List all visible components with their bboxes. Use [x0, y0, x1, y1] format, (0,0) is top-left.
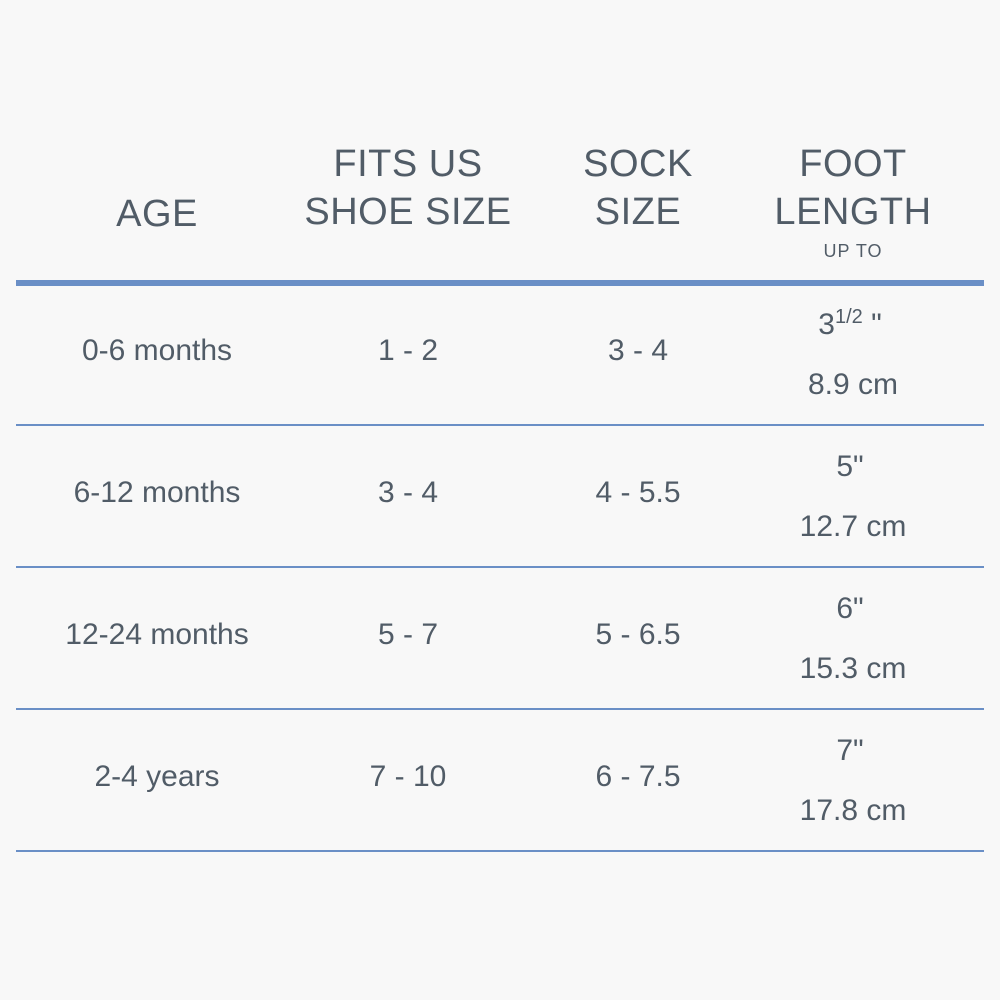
cell-sock-size: 4 - 5.5: [595, 476, 681, 509]
header-age-line: AGE: [116, 193, 198, 235]
header-divider: [16, 280, 984, 286]
cell-foot-cm: 17.8 cm: [799, 794, 907, 827]
cell-shoe-size: 5 - 7: [377, 618, 439, 651]
cell-age: 0-6 months: [81, 334, 233, 367]
cell-foot-inches: 5": [836, 450, 863, 484]
inch-mark: ": [853, 734, 864, 767]
row-divider: [16, 850, 984, 852]
cell-shoe-size: 3 - 4: [377, 476, 439, 509]
inch-whole: 3: [818, 308, 835, 341]
cell-sock-size: 5 - 6.5: [595, 618, 681, 651]
header-foot-line1: FOOT: [799, 143, 907, 185]
inch-whole: 7: [836, 734, 854, 767]
inch-fraction: 1/2: [834, 306, 863, 328]
header-shoe-line2: SHOE SIZE: [304, 191, 512, 233]
cell-foot-cm: 12.7 cm: [799, 510, 907, 543]
cell-foot-cm: 15.3 cm: [799, 652, 907, 685]
cell-sock-size: 3 - 4: [607, 334, 669, 367]
inch-mark: ": [853, 450, 864, 483]
header-foot-note: UP TO: [823, 241, 883, 261]
cell-foot-cm: 8.9 cm: [807, 368, 899, 401]
inch-whole: 6: [836, 592, 854, 625]
inch-mark: ": [853, 592, 864, 625]
cell-age: 2-4 years: [94, 760, 220, 793]
header-foot-line2: LENGTH: [774, 191, 932, 233]
header-age: AGE: [116, 190, 198, 238]
header-sock-line1: SOCK: [583, 143, 693, 185]
inch-mark: ": [862, 308, 882, 341]
header-sock-line2: SIZE: [594, 191, 682, 233]
cell-foot-inches: 31/2 ": [818, 306, 882, 342]
cell-shoe-size: 1 - 2: [377, 334, 439, 367]
header-shoe-line1: FITS US: [333, 143, 483, 185]
row-divider: [16, 708, 984, 710]
header-sock-size: SOCK SIZE: [583, 140, 693, 236]
inch-whole: 5: [836, 450, 854, 483]
cell-age: 6-12 months: [73, 476, 241, 509]
row-divider: [16, 566, 984, 568]
cell-shoe-size: 7 - 10: [369, 760, 447, 793]
row-divider: [16, 424, 984, 426]
cell-foot-inches: 6": [836, 592, 863, 626]
cell-foot-inches: 7": [836, 734, 863, 768]
cell-age: 12-24 months: [65, 618, 249, 651]
header-foot-length: FOOT LENGTH UP TO: [774, 140, 931, 262]
cell-sock-size: 6 - 7.5: [595, 760, 681, 793]
header-shoe-size: FITS US SHOE SIZE: [304, 140, 511, 236]
